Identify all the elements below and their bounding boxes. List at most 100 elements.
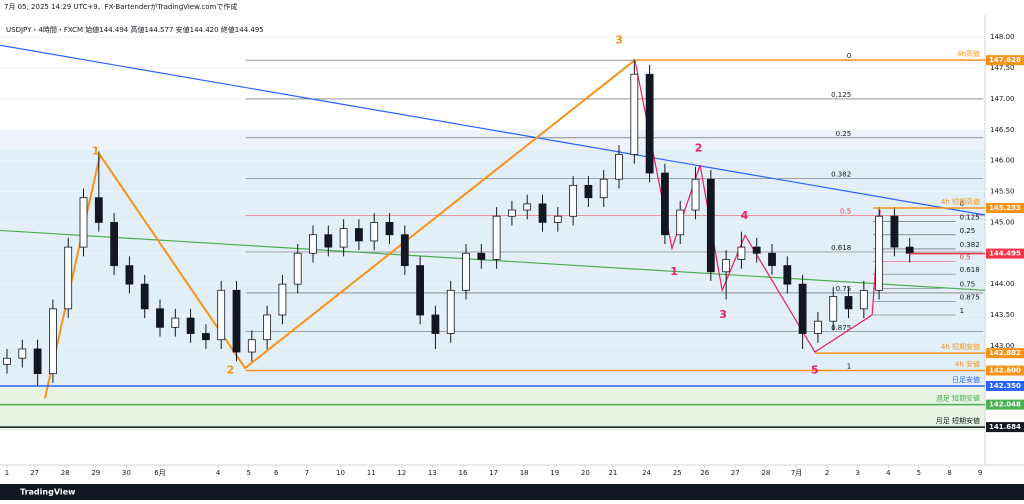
wave-label: 4 — [741, 209, 749, 222]
caption: 7月 05, 2025 14:29 UTC+9、FX-BartenderがTra… — [4, 2, 237, 11]
candle-body — [752, 246, 761, 254]
brand: TradingView — [20, 488, 76, 497]
candle-body — [202, 333, 210, 341]
candle-body — [905, 246, 914, 254]
candle-body — [798, 283, 807, 334]
fib-label: 0.875 — [960, 294, 980, 302]
x-tick-label: 5 — [247, 469, 251, 477]
level-name: 4h 短期高値 — [941, 197, 980, 206]
fib-label: 0.382 — [831, 171, 851, 179]
candle-body — [875, 215, 884, 291]
candle-body — [33, 348, 42, 375]
x-tick-label: 18 — [520, 469, 529, 477]
price-tag-label: 142.048 — [989, 401, 1021, 409]
fib-label: 0.618 — [831, 244, 851, 252]
candle-body — [355, 228, 363, 242]
x-tick-label: 29 — [91, 469, 100, 477]
x-tick-label: 16 — [458, 469, 467, 477]
candle-body — [584, 184, 593, 199]
candle-body — [293, 252, 302, 285]
x-tick-label: 28 — [761, 469, 770, 477]
candle-body — [676, 209, 685, 236]
x-tick-label: 12 — [397, 469, 406, 477]
candle-body — [462, 252, 470, 291]
x-tick-label: 26 — [700, 469, 709, 477]
fib-label: 0.5 — [960, 254, 971, 262]
candle-body — [156, 308, 164, 328]
candle-body — [722, 259, 731, 273]
candle-body — [599, 178, 608, 199]
x-tick-label: 6 — [274, 469, 279, 477]
price-tag-label: 145.233 — [989, 204, 1021, 212]
candle-body — [416, 265, 425, 316]
wave-label: 5 — [811, 364, 819, 377]
wave-label: 1 — [670, 265, 678, 278]
candle-body — [18, 348, 27, 359]
y-tick-label: 146.00 — [990, 157, 1015, 165]
candle-body — [370, 222, 379, 242]
level-name: 4h 安値 — [955, 360, 980, 369]
x-tick-label: 25 — [673, 469, 682, 477]
fib-label: 0.5 — [840, 207, 851, 215]
candle-body — [737, 246, 746, 260]
y-tick-label: 145.50 — [990, 188, 1015, 196]
candle-body — [553, 215, 562, 223]
candle-body — [140, 283, 149, 310]
candle-body — [64, 246, 73, 310]
candle-body — [890, 215, 899, 248]
fib-label: 0.875 — [831, 324, 851, 332]
trend-line — [0, 44, 986, 216]
candle-body — [385, 222, 394, 236]
price-tag — [986, 55, 1024, 66]
level-name: 月足 短期安値 — [936, 416, 980, 425]
candle-body — [538, 203, 547, 223]
x-tick-label: 11 — [367, 469, 376, 477]
candle-body — [247, 339, 256, 353]
x-tick-label: 19 — [550, 469, 559, 477]
x-tick-label: 13 — [428, 469, 437, 477]
y-tick-label: 144.00 — [990, 280, 1015, 288]
candle-body — [630, 73, 639, 155]
wave-label: 2 — [227, 364, 235, 377]
y-tick-label: 145.00 — [990, 218, 1015, 226]
candle-body — [859, 289, 868, 310]
x-tick-label: 10 — [336, 469, 345, 477]
fib-label: 0 — [960, 200, 964, 208]
candle-body — [523, 203, 532, 211]
candle-body — [661, 172, 669, 236]
candle-body — [691, 178, 700, 211]
x-tick-label: 7月 — [791, 469, 802, 477]
price-tag-label: 147.628 — [989, 56, 1021, 64]
fib-label: 0.75 — [960, 280, 976, 288]
candle-body — [615, 154, 623, 180]
price-tag — [986, 203, 1024, 214]
trend-line — [0, 229, 986, 291]
y-tick-label: 146.50 — [990, 126, 1015, 134]
candle-body — [492, 215, 501, 260]
footer-bar — [0, 484, 1024, 500]
candle-body — [324, 234, 333, 248]
x-tick-label: 27 — [731, 469, 740, 477]
x-tick-label: 3 — [855, 469, 859, 477]
x-tick-label: 27 — [30, 469, 39, 477]
candle-body — [110, 222, 119, 267]
wave-label: 3 — [719, 308, 727, 321]
candle-body — [339, 228, 348, 248]
level-name: 4h 短期安値 — [941, 342, 980, 351]
fib-label: 0.618 — [960, 266, 980, 274]
trend-line — [43, 59, 636, 399]
y-tick-label: 147.50 — [990, 64, 1015, 72]
price-tag-label: 141.684 — [989, 423, 1021, 431]
zone-shade — [0, 385, 985, 430]
x-tick-label: 24 — [642, 469, 651, 477]
candle-body — [171, 317, 180, 328]
x-tick-label: 6月 — [154, 469, 165, 477]
candle-body — [217, 289, 226, 341]
fib-label: 1 — [960, 307, 964, 315]
candle-body — [431, 314, 440, 334]
price-tag — [986, 348, 1024, 359]
x-tick-label: 21 — [608, 469, 617, 477]
fib-label: 0.125 — [831, 91, 851, 99]
